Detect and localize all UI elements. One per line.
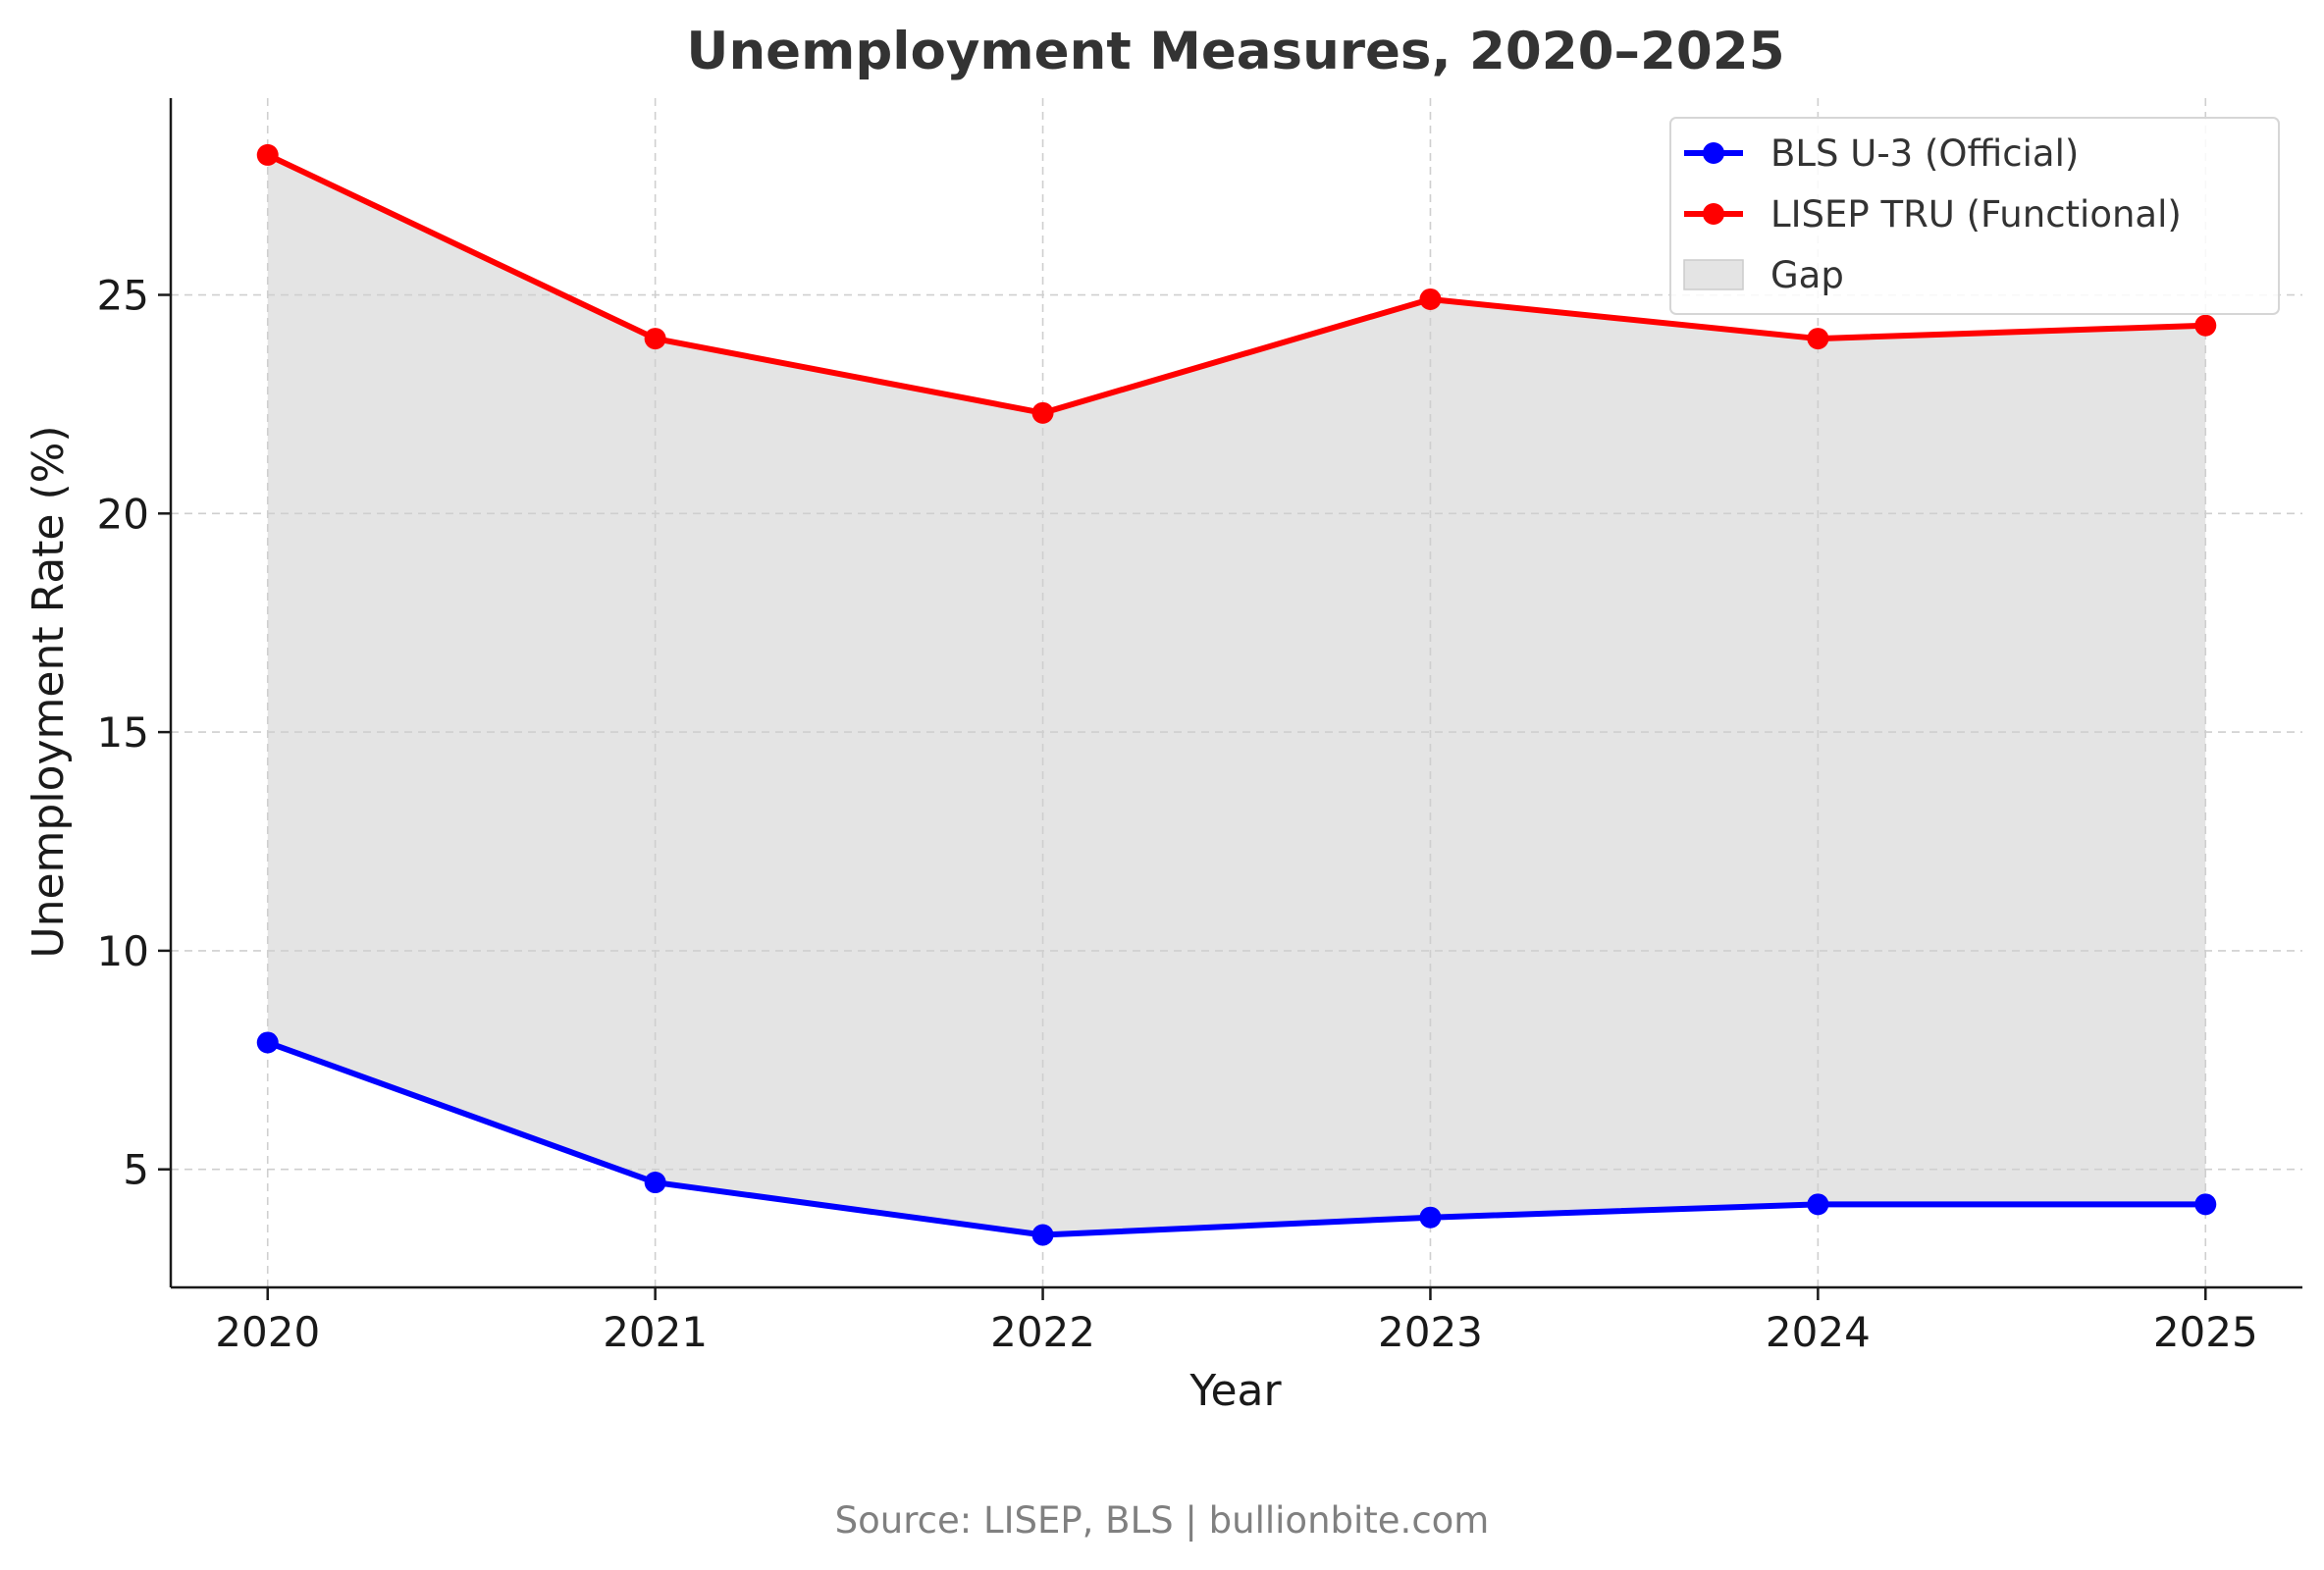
x-tick-label: 2022 bbox=[990, 1308, 1095, 1356]
series-1-point-2022 bbox=[1031, 401, 1054, 424]
x-tick-label: 2024 bbox=[1766, 1308, 1871, 1356]
series-0-point-2020 bbox=[256, 1031, 279, 1054]
legend-label-0: BLS U-3 (Official) bbox=[1770, 132, 2079, 175]
source-note: Source: LISEP, BLS | bullionbite.com bbox=[835, 1499, 1490, 1542]
y-tick-label: 10 bbox=[97, 927, 149, 975]
series-0-point-2023 bbox=[1419, 1206, 1442, 1229]
x-tick-label: 2020 bbox=[215, 1308, 320, 1356]
legend-box bbox=[1669, 117, 2280, 315]
y-tick-label: 15 bbox=[97, 708, 149, 757]
y-tick-label: 20 bbox=[97, 490, 149, 538]
x-tick-label: 2025 bbox=[2153, 1308, 2258, 1356]
series-0-point-2021 bbox=[644, 1172, 666, 1194]
y-tick-label: 25 bbox=[97, 272, 149, 320]
chart-title: Unemployment Measures, 2020–2025 bbox=[686, 22, 1784, 81]
series-1-point-2020 bbox=[256, 143, 279, 166]
series-1-point-2021 bbox=[644, 328, 666, 350]
legend-marker-0 bbox=[1703, 142, 1724, 164]
x-axis-label: Year bbox=[1188, 1366, 1282, 1416]
legend-label-gap: Gap bbox=[1770, 254, 1844, 296]
legend-label-1: LISEP TRU (Functional) bbox=[1770, 193, 2182, 236]
series-1-point-2024 bbox=[1807, 328, 1829, 350]
series-line-0 bbox=[266, 1039, 2206, 1238]
series-line-1 bbox=[266, 152, 2206, 416]
legend-swatch-gap bbox=[1683, 259, 1744, 290]
gap-fill-area bbox=[267, 154, 2206, 1235]
y-axis-label: Unemployment Rate (%) bbox=[24, 425, 74, 958]
y-tick-label: 5 bbox=[123, 1146, 149, 1194]
legend: BLS U-3 (Official) LISEP TRU (Functional)… bbox=[1669, 117, 2280, 315]
series-0-point-2024 bbox=[1807, 1193, 1829, 1216]
x-tick-label: 2023 bbox=[1378, 1308, 1483, 1356]
series-0-point-2025 bbox=[2194, 1193, 2217, 1216]
series-0-point-2022 bbox=[1031, 1224, 1054, 1246]
x-tick-label: 2021 bbox=[603, 1308, 708, 1356]
series-1-point-2023 bbox=[1419, 288, 1442, 310]
series-1-point-2025 bbox=[2194, 314, 2217, 337]
legend-marker-1 bbox=[1703, 203, 1724, 225]
